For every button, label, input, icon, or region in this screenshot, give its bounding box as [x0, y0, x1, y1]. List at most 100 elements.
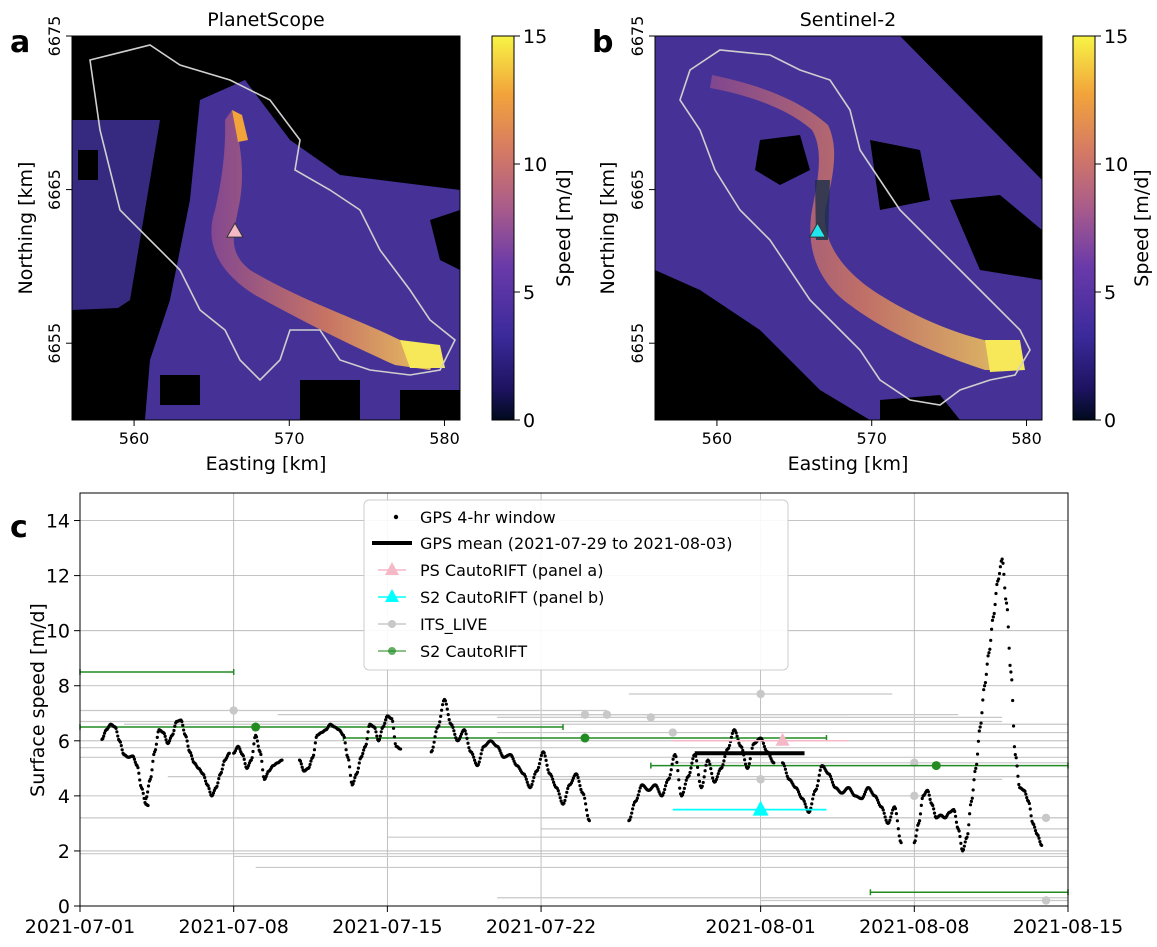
gps-point [252, 742, 256, 746]
legend-its-marker [388, 620, 396, 628]
gps-point [342, 735, 346, 739]
panel-a-yticks: 6655 6665 6675 [45, 16, 72, 364]
gps-point [926, 790, 930, 794]
gps-point [164, 738, 168, 742]
gps-point [1037, 836, 1041, 840]
its-live-point [602, 710, 612, 719]
gps-point [966, 832, 970, 836]
gps-point [584, 802, 588, 806]
gps-point [1008, 663, 1012, 667]
gps-point [968, 803, 973, 807]
gps-point [1005, 608, 1010, 612]
gps-point [977, 729, 981, 733]
gps-point [472, 755, 476, 759]
gps-point [710, 771, 714, 776]
its-live-points [80, 689, 1068, 905]
gps-point [932, 811, 937, 815]
gps-point [697, 779, 702, 783]
panel-a-xlabel: Easting [km] [206, 453, 327, 475]
gps-point [374, 730, 378, 734]
gps-point [628, 818, 632, 822]
panel-c-xtick-label: 2021-07-08 [178, 916, 288, 938]
gps-point [190, 757, 195, 761]
gps-point [452, 729, 456, 733]
s2-cautorift-point [931, 761, 941, 771]
panel-a-xtick-label: 560 [119, 429, 150, 448]
gps-point [691, 757, 695, 761]
gps-point [465, 736, 469, 740]
gps-point [1010, 678, 1014, 682]
gps-point [391, 719, 395, 724]
gps-point [375, 734, 379, 738]
panel-b-xtick-label: 570 [856, 429, 887, 448]
gps-point [677, 778, 681, 782]
s2-cautorift-points [79, 668, 1069, 896]
gps-point [670, 762, 674, 766]
gps-point [971, 788, 975, 792]
gps-point [762, 744, 766, 749]
gps-point [587, 819, 591, 823]
panel-c-ytick-label: 6 [58, 731, 70, 753]
gps-point [366, 730, 370, 734]
panel-a-xticks: 560 570 580 [119, 420, 460, 448]
gps-point [546, 768, 550, 772]
gps-point [830, 780, 835, 784]
panel-b-colorbar-ticks: 0 5 10 15 [1095, 26, 1128, 432]
gps-point [1023, 789, 1027, 794]
gps-point [1038, 840, 1042, 844]
gps-point [582, 792, 586, 797]
legend-s2-label: S2 CautoRIFT [420, 642, 527, 661]
gps-point [356, 766, 360, 770]
gps-point [254, 735, 259, 739]
gps-point [723, 754, 727, 759]
panel-c-xtick-label: 2021-08-15 [1013, 916, 1123, 938]
gps-point [542, 751, 546, 755]
gps-point [458, 734, 463, 739]
gps-point [378, 734, 382, 738]
gps-point [479, 752, 483, 756]
panel-b-xticks: 560 570 580 [702, 420, 1042, 448]
gps-point [975, 752, 980, 756]
panel-a-cb-tick-label: 15 [523, 26, 547, 48]
gps-point [1033, 829, 1038, 833]
gps-point [180, 719, 184, 724]
gps-point [747, 762, 751, 766]
gps-point [932, 807, 936, 811]
ps-cautorift-point [775, 732, 790, 746]
gps-point [545, 763, 549, 767]
gps-point [828, 774, 833, 779]
its-live-point [229, 706, 238, 715]
gps-point [163, 734, 167, 738]
gps-point [451, 725, 455, 729]
gps-point [148, 777, 152, 781]
gps-point [675, 760, 679, 764]
gps-point [264, 774, 268, 779]
gps-point [471, 752, 475, 757]
gps-point [862, 792, 867, 796]
gps-point [203, 776, 207, 780]
gps-point [173, 724, 177, 728]
gps-point [577, 779, 581, 783]
gps-point [138, 778, 142, 782]
gps-point [579, 787, 583, 792]
gps-point [989, 627, 994, 631]
gps-point [101, 736, 105, 741]
gps-point [1011, 724, 1016, 728]
gps-point [743, 762, 748, 766]
gps-point [434, 730, 438, 734]
gps-point [696, 773, 701, 777]
gps-point [876, 798, 880, 802]
gps-point [750, 746, 754, 750]
gps-point [551, 777, 555, 781]
panel-c-yticks: 0 2 4 6 8 10 12 14 [46, 511, 80, 918]
gps-point [817, 773, 821, 777]
its-live-point [668, 728, 677, 737]
panel-b-cb-tick-label: 15 [1104, 26, 1128, 48]
gps-point [543, 754, 547, 758]
gps-point [918, 812, 923, 816]
gps-point [722, 759, 726, 763]
gps-point [531, 779, 535, 783]
gps-point [1032, 822, 1036, 827]
its-live-point [756, 775, 765, 784]
gps-point [250, 756, 254, 760]
